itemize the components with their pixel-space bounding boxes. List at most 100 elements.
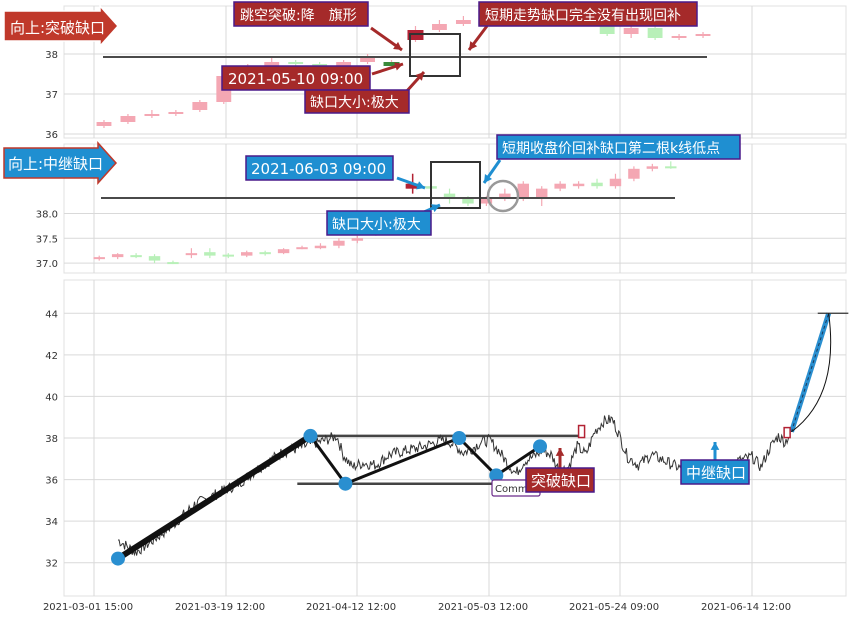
top-panel-background	[63, 5, 847, 139]
candle-body	[288, 62, 304, 64]
y-tick-label: 38	[45, 434, 58, 445]
note-arrow-head	[469, 41, 478, 50]
candle-body	[432, 24, 447, 30]
candle-body	[695, 34, 711, 36]
pivot-dot	[338, 476, 353, 491]
candle-body	[312, 64, 328, 66]
y-tick-label: 34	[45, 517, 58, 528]
candle-body	[259, 252, 271, 255]
x-tick-label: 2021-05-24 09:00	[569, 602, 659, 613]
pivot-dot	[452, 431, 467, 445]
badges: 向上:突破缺口 向上:中继缺口	[3, 4, 120, 185]
pivot-dot	[111, 551, 125, 566]
candle-body	[499, 193, 511, 199]
annotation-labels: 跳空突破:降 旗形 短期走势缺口完全没有出现回补 2021-05-10 09:0…	[221, 1, 750, 497]
size-arrow-head	[415, 72, 424, 81]
continuation-gap-marker	[783, 426, 791, 439]
candle-body	[360, 58, 375, 62]
y-tick-label: 36	[45, 130, 58, 141]
candle-body	[599, 24, 615, 34]
x-tick-label: 2021-03-19 12:00	[175, 602, 265, 613]
x-tick-label: 2021-05-03 12:00	[438, 602, 528, 613]
candle-body	[628, 168, 640, 179]
pattern-leg-line	[309, 435, 347, 485]
top-y-tick-labels: 36 37 38	[45, 50, 58, 141]
bottom-panel-grid	[64, 280, 846, 596]
candle-body	[517, 183, 529, 199]
candle-body	[185, 253, 198, 256]
candle-body	[192, 102, 208, 110]
candle-body	[647, 28, 663, 38]
candle-body	[167, 262, 179, 265]
x-tick-label: 2021-04-12 12:00	[306, 602, 396, 613]
candle-body	[148, 256, 161, 261]
breakout-gap-arrow-head	[555, 448, 565, 456]
annotation-arrows	[370, 25, 720, 470]
projection-dash	[791, 313, 830, 432]
middle-candlestick-panel: 37.0 37.5 38.0	[36, 143, 847, 274]
candle-body	[572, 183, 585, 187]
candle-body	[93, 257, 105, 260]
candle-body	[96, 122, 112, 126]
trend-lines	[116, 433, 541, 562]
pre-gap-candle-highlight	[383, 62, 400, 66]
pattern-leg-line	[495, 445, 541, 477]
pivot-dot	[489, 468, 504, 483]
y-tick-label: 37.5	[36, 234, 58, 245]
candle-body	[314, 245, 327, 249]
candle-body	[455, 20, 471, 24]
candle-body	[351, 238, 364, 241]
note2-arrow-head	[484, 174, 493, 183]
continuation-gap-label-box	[680, 459, 750, 485]
continuation-badge-text: 向上:中继缺口	[8, 155, 103, 173]
candle-body	[204, 252, 216, 256]
candle-body	[120, 116, 136, 122]
candle-body	[168, 112, 184, 114]
pattern-arrow-head	[393, 41, 402, 50]
y-tick-label: 37.0	[36, 259, 58, 270]
candle-body	[443, 193, 456, 199]
candle-body	[277, 249, 290, 254]
candle-body	[554, 183, 566, 189]
candle-body	[264, 62, 280, 66]
time2-label: 2021-06-03 09:00	[251, 160, 386, 178]
breakout-gap-marker	[577, 424, 586, 439]
pattern-leg-line	[458, 436, 498, 477]
projection-arc	[791, 313, 832, 433]
pattern-label: 跳空突破:降 旗形	[240, 8, 357, 24]
pattern-leg-line	[344, 436, 460, 486]
note-label: 短期走势缺口完全没有出现回补	[485, 7, 681, 24]
impulse-trend-line	[116, 433, 313, 562]
candle-body	[296, 247, 308, 250]
pattern-label-box	[233, 1, 369, 27]
time-label: 2021-05-10 09:00	[228, 70, 363, 88]
candle-body	[591, 182, 603, 187]
candle-body	[130, 255, 142, 258]
candle-body	[646, 166, 659, 169]
y-tick-label: 32	[45, 559, 58, 570]
breakout-badge-text: 向上:突破缺口	[10, 19, 105, 37]
top-panel-grid	[64, 6, 846, 138]
comment-tag: Comm	[495, 484, 528, 495]
size-label: 缺口大小:极大	[310, 95, 399, 111]
candle-body	[111, 254, 124, 258]
candle-body	[333, 240, 345, 246]
note-label-box	[478, 1, 698, 27]
candle-body	[462, 198, 474, 204]
y-tick-label: 38	[45, 50, 58, 61]
size-label-box	[304, 89, 410, 114]
candle-body	[609, 178, 622, 187]
y-tick-label: 38.0	[36, 209, 58, 220]
candle-body	[536, 188, 548, 199]
middle-y-tick-labels: 37.0 37.5 38.0	[36, 209, 58, 270]
size2-arrow-head	[431, 204, 440, 213]
pivot-dot	[303, 428, 318, 443]
breakout-gap-label: 突破缺口	[531, 472, 591, 490]
candle-body	[144, 114, 160, 116]
y-tick-label: 40	[45, 392, 58, 403]
candle-body	[671, 36, 687, 38]
middle-panel-grid	[64, 144, 846, 273]
x-tick-label: 2021-06-14 12:00	[701, 602, 791, 613]
bottom-y-tick-labels: 32 34 36 38 40 42 44	[45, 309, 58, 569]
size2-label: 缺口大小:极大	[332, 217, 421, 233]
